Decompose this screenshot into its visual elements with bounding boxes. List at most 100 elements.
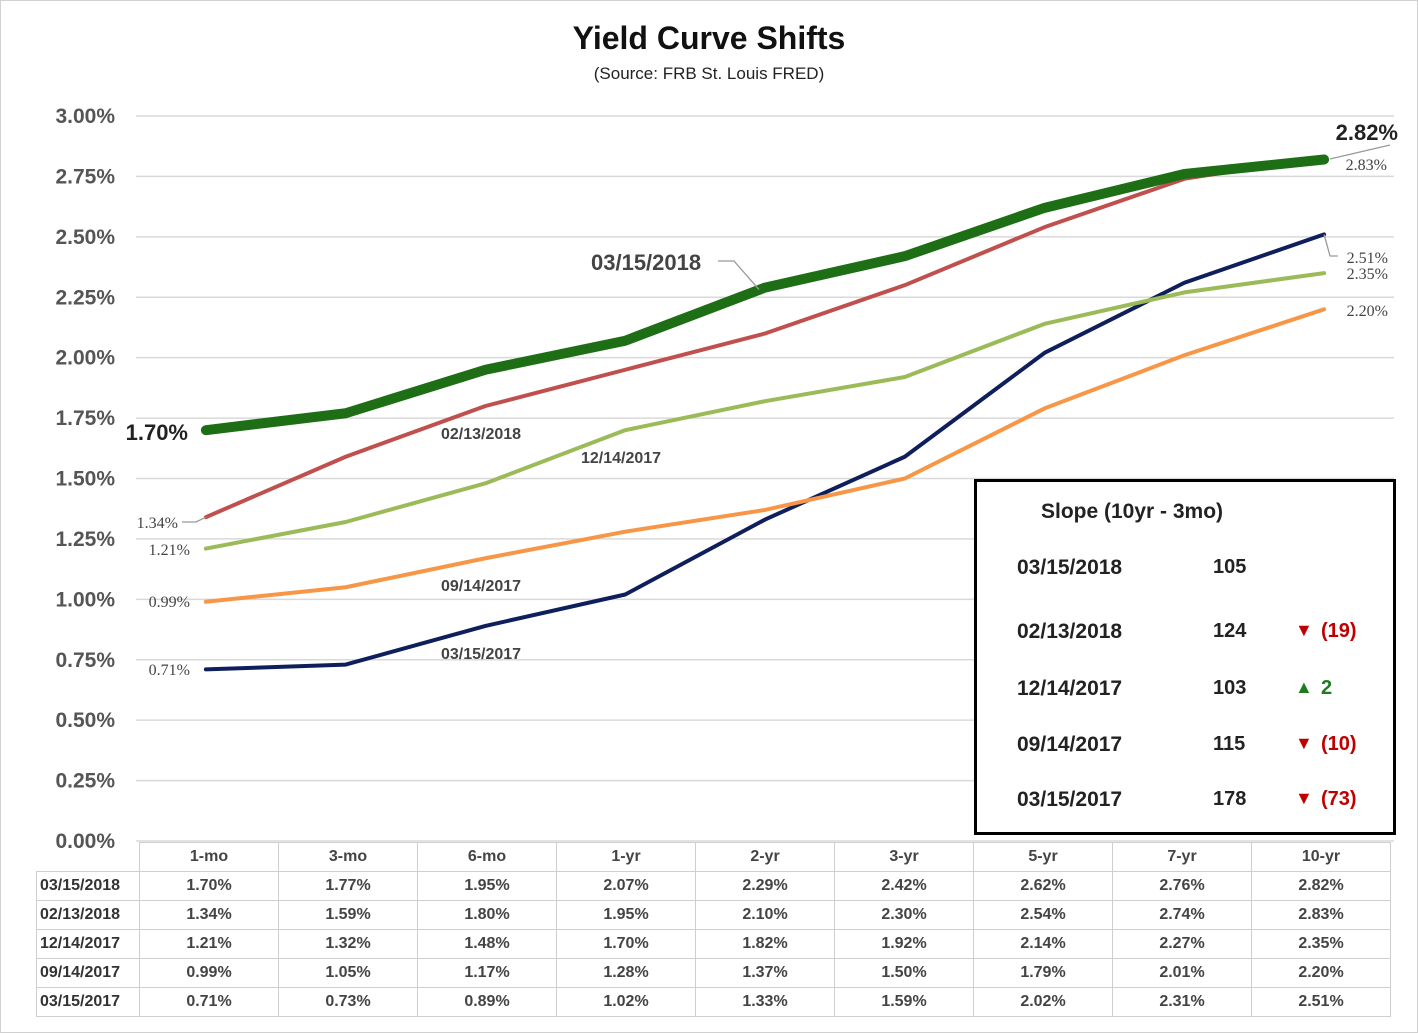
table-cell: 2.42% bbox=[834, 871, 974, 901]
table-cell: 2.14% bbox=[973, 929, 1113, 959]
end-value-label: 2.20% bbox=[1347, 303, 1388, 320]
leader-line bbox=[1329, 144, 1391, 160]
start-value-label: 1.70% bbox=[126, 420, 188, 445]
slope-row: 03/15/2017 178 ▼ (73) bbox=[977, 788, 1393, 818]
slope-value: 103 bbox=[1213, 677, 1247, 699]
y-tick-label: 0.50% bbox=[55, 709, 115, 732]
y-tick-label: 3.00% bbox=[55, 105, 115, 128]
table-row-label: 02/13/2018 bbox=[36, 900, 140, 930]
table-cell: 1.95% bbox=[417, 871, 557, 901]
start-value-label: 0.99% bbox=[149, 594, 190, 611]
table-header: 3-mo bbox=[278, 842, 418, 872]
table-header: 1-yr bbox=[556, 842, 696, 872]
series-line bbox=[203, 155, 1327, 520]
table-cell: 2.29% bbox=[695, 871, 835, 901]
down-arrow-icon: ▼ bbox=[1295, 788, 1313, 808]
table-cell: 2.83% bbox=[1251, 900, 1391, 930]
table-cell: 2.27% bbox=[1112, 929, 1252, 959]
slope-date: 03/15/2017 bbox=[1017, 788, 1123, 811]
chart-title: Yield Curve Shifts bbox=[572, 20, 846, 56]
table-header: 7-yr bbox=[1112, 842, 1252, 872]
slope-box-title: Slope (10yr - 3mo) bbox=[1041, 500, 1224, 523]
table-cell: 0.71% bbox=[139, 987, 279, 1017]
table-header: 10-yr bbox=[1251, 842, 1391, 872]
y-tick-label: 2.50% bbox=[55, 226, 115, 249]
table-cell: 1.32% bbox=[278, 929, 418, 959]
down-arrow-icon: ▼ bbox=[1295, 733, 1313, 753]
leader-line bbox=[182, 516, 207, 523]
slope-row: 03/15/2018 105 bbox=[977, 556, 1393, 586]
table-row-label: 03/15/2018 bbox=[36, 871, 140, 901]
slope-change: (19) bbox=[1321, 620, 1357, 642]
table-cell: 2.07% bbox=[556, 871, 696, 901]
y-tick-label: 2.75% bbox=[55, 165, 115, 188]
table-cell: 1.77% bbox=[278, 871, 418, 901]
start-value-label: 1.21% bbox=[149, 542, 190, 559]
end-value-label: 2.51% bbox=[1347, 250, 1388, 267]
slope-change: 2 bbox=[1321, 677, 1333, 699]
table-cell: 0.99% bbox=[139, 958, 279, 988]
table-cell: 2.31% bbox=[1112, 987, 1252, 1017]
table-header: 1-mo bbox=[139, 842, 279, 872]
up-arrow-icon: ▲ bbox=[1295, 677, 1313, 697]
slope-row: 02/13/2018 124 ▼ (19) bbox=[977, 620, 1393, 650]
y-tick-label: 0.00% bbox=[55, 830, 115, 853]
table-row-label: 03/15/2017 bbox=[36, 987, 140, 1017]
series-line bbox=[203, 307, 1327, 604]
table-row: 03/15/2017 0.71% 0.73% 0.89% 1.02% 1.33% 1.59%… bbox=[36, 987, 1391, 1017]
table-cell: 1.37% bbox=[695, 958, 835, 988]
y-tick-label: 2.25% bbox=[55, 286, 115, 309]
table-corner bbox=[37, 843, 140, 872]
table-cell: 1.79% bbox=[973, 958, 1113, 988]
start-value-label: 0.71% bbox=[149, 662, 190, 679]
table-header-row: 1-mo 3-mo 6-mo 1-yr 2-yr 3-yr 5-yr 7-yr … bbox=[37, 842, 1391, 872]
table-cell: 1.92% bbox=[834, 929, 974, 959]
slope-value: 124 bbox=[1213, 620, 1247, 642]
table-header: 5-yr bbox=[973, 842, 1113, 872]
series-name-label: 09/14/2017 bbox=[441, 578, 521, 595]
slope-date: 09/14/2017 bbox=[1017, 733, 1123, 756]
series-line bbox=[200, 154, 1330, 436]
table-cell: 0.73% bbox=[278, 987, 418, 1017]
slope-value: 115 bbox=[1213, 733, 1246, 755]
table-cell: 1.70% bbox=[139, 871, 279, 901]
table-cell: 2.74% bbox=[1112, 900, 1252, 930]
table-row: 12/14/2017 1.21% 1.32% 1.48% 1.70% 1.82% 1.92%… bbox=[36, 929, 1391, 959]
table-cell: 1.70% bbox=[556, 929, 696, 959]
leader-line bbox=[1323, 234, 1338, 257]
table-cell: 1.48% bbox=[417, 929, 557, 959]
table-cell: 1.05% bbox=[278, 958, 418, 988]
table-cell: 1.33% bbox=[695, 987, 835, 1017]
table-cell: 1.21% bbox=[139, 929, 279, 959]
down-arrow-icon: ▼ bbox=[1295, 620, 1313, 640]
end-value-label: 2.82% bbox=[1336, 120, 1398, 145]
table-cell: 2.02% bbox=[973, 987, 1113, 1017]
table-cell: 2.20% bbox=[1251, 958, 1391, 988]
table-cell: 1.80% bbox=[417, 900, 557, 930]
series-line bbox=[203, 271, 1327, 551]
slope-change: (10) bbox=[1321, 733, 1357, 755]
y-tick-label: 0.75% bbox=[55, 649, 115, 672]
table-cell: 2.82% bbox=[1251, 871, 1391, 901]
table-cell: 2.35% bbox=[1251, 929, 1391, 959]
table-cell: 2.62% bbox=[973, 871, 1113, 901]
slope-date: 12/14/2017 bbox=[1017, 677, 1123, 700]
end-value-label: 2.83% bbox=[1346, 157, 1387, 174]
y-tick-label: 1.00% bbox=[55, 588, 115, 611]
table-cell: 1.17% bbox=[417, 958, 557, 988]
slope-value: 105 bbox=[1213, 556, 1247, 578]
table-cell: 1.59% bbox=[278, 900, 418, 930]
table-cell: 1.34% bbox=[139, 900, 279, 930]
chart-subtitle: (Source: FRB St. Louis FRED) bbox=[593, 64, 825, 83]
table-cell: 2.10% bbox=[695, 900, 835, 930]
leader-line bbox=[718, 260, 760, 291]
slope-value: 178 bbox=[1213, 788, 1247, 810]
series-name-label: 02/13/2018 bbox=[441, 426, 521, 443]
slope-row: 09/14/2017 115 ▼ (10) bbox=[977, 733, 1393, 763]
series-name-label: 12/14/2017 bbox=[581, 450, 661, 467]
y-tick-label: 1.25% bbox=[55, 528, 115, 551]
start-value-label: 1.34% bbox=[137, 515, 178, 532]
table-cell: 1.82% bbox=[695, 929, 835, 959]
y-tick-label: 1.50% bbox=[55, 468, 115, 491]
